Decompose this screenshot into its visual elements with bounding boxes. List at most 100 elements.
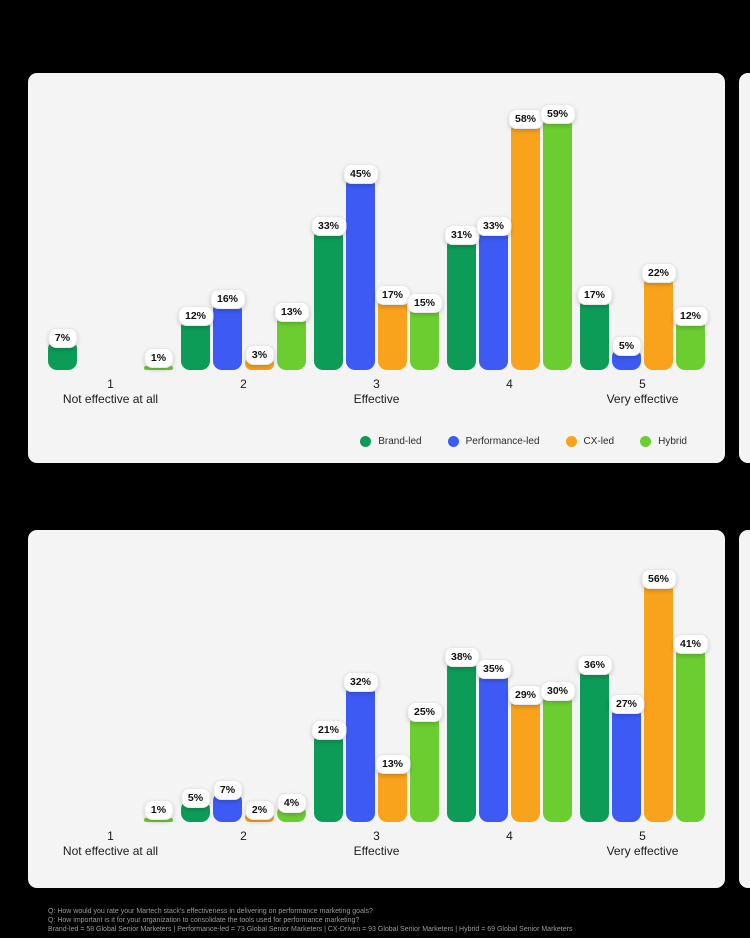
category-tick: 2	[240, 829, 247, 843]
legend-label: Performance-led	[465, 436, 540, 447]
bar-performance-led	[479, 671, 508, 822]
category-tick: 2	[240, 377, 247, 391]
footnote-sample-sizes: Brand-led = 58 Global Senior Marketers |…	[48, 926, 573, 933]
category-label: 4	[506, 829, 513, 859]
bars-row: 38% 35% 29% 30%	[443, 530, 576, 822]
category-tick: 5	[639, 377, 646, 391]
value-pill: 59%	[539, 104, 576, 124]
bar-slot-cx-led: 56%	[640, 530, 677, 822]
category-tick: 4	[506, 829, 513, 843]
bar-slot-cx-led: 2%	[244, 530, 275, 822]
next-card-peek-bottom	[739, 530, 750, 888]
footnote-question-2: Q: How important is it for your organiza…	[48, 917, 360, 924]
value-pill: 21%	[310, 720, 347, 740]
bar-performance-led	[612, 706, 641, 822]
bar-performance-led	[479, 228, 508, 370]
bar-hybrid	[410, 305, 439, 370]
bar-cx-led	[378, 766, 407, 822]
bar-slot-hybrid: 59%	[539, 73, 576, 370]
bars-row: 7% 1%	[47, 73, 174, 370]
bar-slot-performance-led	[80, 73, 109, 370]
value-pill: 27%	[608, 694, 645, 714]
legend-item-performance-led: Performance-led	[447, 436, 540, 447]
chart-card-consolidation: 1% 1 Not effective at all 5% 7% 2% 4% 2 21% 32% 1 3…	[28, 530, 725, 888]
bar-group: 5% 7% 2% 4% 2	[180, 530, 307, 859]
bar-group: 21% 32% 13% 25% 3 Effective	[310, 530, 443, 859]
value-pill: 17%	[374, 285, 411, 305]
footnotes: Q: How would you rate your Martech stack…	[48, 907, 572, 934]
legend-dot-icon	[360, 436, 372, 447]
legend-dot-icon	[447, 436, 459, 447]
legend-dot-icon	[565, 436, 577, 447]
bar-slot-brand-led: 17%	[576, 73, 613, 370]
bar-slot-performance-led: 33%	[475, 73, 512, 370]
bars-row: 31% 33% 58% 59%	[443, 73, 576, 370]
legend-label: Brand-led	[378, 436, 422, 447]
chart-legend: Brand-led Performance-led CX-led Hybrid	[360, 436, 687, 447]
category-label: 3 Effective	[354, 829, 400, 859]
bar-slot-cx-led: 3%	[244, 73, 275, 370]
value-pill: 36%	[576, 655, 613, 675]
bar-hybrid	[676, 646, 705, 822]
category-label: 4	[506, 377, 513, 407]
bar-chart-consolidation: 1% 1 Not effective at all 5% 7% 2% 4% 2 21% 32% 1 3…	[38, 530, 715, 859]
bar-group: 38% 35% 29% 30% 4	[443, 530, 576, 859]
category-label: 1 Not effective at all	[63, 829, 158, 859]
bars-row: 1%	[48, 530, 174, 822]
bar-brand-led	[314, 732, 343, 822]
chart-card-effectiveness: 7% 1% 1 Not effective at all 12% 16% 3% 13% 2 33%…	[28, 73, 725, 463]
bar-slot-hybrid: 41%	[672, 530, 709, 822]
bar-slot-performance-led: 32%	[342, 530, 379, 822]
value-pill: 15%	[406, 293, 443, 313]
bar-hybrid	[410, 714, 439, 822]
value-pill: 33%	[475, 216, 512, 236]
bar-slot-hybrid: 4%	[276, 530, 307, 822]
bar-hybrid	[676, 318, 705, 370]
bar-slot-cx-led: 22%	[640, 73, 677, 370]
category-tick: 5	[639, 829, 646, 843]
bar-slot-cx-led: 58%	[507, 73, 544, 370]
category-sublabel: Not effective at all	[62, 392, 159, 406]
bar-performance-led	[346, 176, 375, 370]
category-sublabel: Not effective at all	[62, 844, 159, 858]
value-pill: 38%	[443, 647, 480, 667]
value-pill: 4%	[276, 793, 307, 813]
value-pill: 33%	[310, 216, 347, 236]
value-pill: 32%	[342, 672, 379, 692]
value-pill: 2%	[244, 800, 275, 820]
bar-group: 31% 33% 58% 59% 4	[443, 73, 576, 407]
value-pill: 7%	[212, 780, 243, 800]
bar-slot-hybrid: 30%	[539, 530, 576, 822]
category-sublabel: Effective	[353, 844, 400, 858]
legend-label: CX-led	[583, 436, 615, 447]
value-pill: 5%	[180, 788, 211, 808]
legend-item-hybrid: Hybrid	[640, 436, 687, 447]
bars-row: 12% 16% 3% 13%	[177, 73, 310, 370]
bar-slot-performance-led: 35%	[475, 530, 512, 822]
bar-slot-brand-led: 12%	[177, 73, 214, 370]
bar-brand-led	[181, 318, 210, 370]
bar-slot-hybrid: 13%	[273, 73, 310, 370]
bar-group: 7% 1% 1 Not effective at all	[47, 73, 174, 407]
category-tick: 1	[107, 829, 114, 843]
bar-brand-led	[447, 659, 476, 822]
category-sublabel: Very effective	[606, 844, 679, 858]
bar-brand-led	[447, 237, 476, 370]
bar-slot-cx-led: 29%	[507, 530, 544, 822]
bar-brand-led	[580, 667, 609, 822]
bars-row: 33% 45% 17% 15%	[310, 73, 443, 370]
bars-row: 21% 32% 13% 25%	[310, 530, 443, 822]
bar-group: 36% 27% 56% 41% 5 Very effective	[576, 530, 709, 859]
bar-slot-brand-led: 21%	[310, 530, 347, 822]
value-pill: 12%	[177, 306, 214, 326]
bar-slot-brand-led: 36%	[576, 530, 613, 822]
value-pill: 31%	[443, 225, 480, 245]
bar-hybrid	[543, 116, 572, 370]
bar-slot-cx-led	[112, 73, 141, 370]
category-label: 2	[240, 829, 247, 859]
legend-item-cx-led: CX-led	[565, 436, 615, 447]
value-pill: 35%	[475, 659, 512, 679]
bar-slot-performance-led: 5%	[611, 73, 642, 370]
bar-slot-performance-led: 16%	[209, 73, 246, 370]
category-label: 5 Very effective	[607, 377, 679, 407]
